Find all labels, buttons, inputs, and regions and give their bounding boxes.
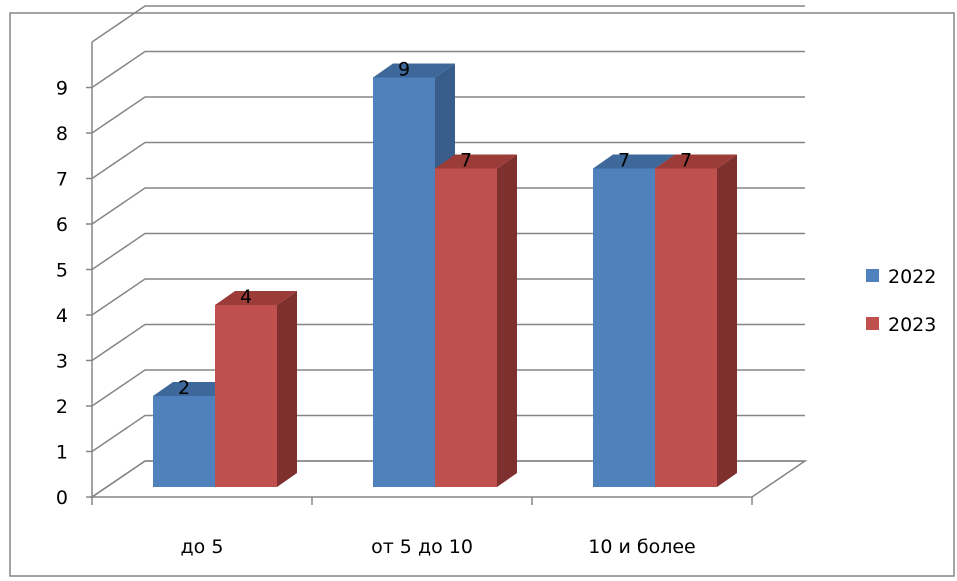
y-tick-label: 0 xyxy=(56,487,68,509)
axes: 0 1 2 3 4 5 6 7 8 9 xyxy=(56,42,753,509)
y-tick-label: 4 xyxy=(56,305,68,327)
gridline xyxy=(91,5,805,43)
bar-side xyxy=(497,154,517,487)
data-label: 7 xyxy=(680,150,692,172)
y-tick-label: 2 xyxy=(56,396,68,418)
gridlines xyxy=(91,5,805,498)
x-tick-label: 10 и более xyxy=(588,536,695,558)
x-tick-label: от 5 до 10 xyxy=(371,536,473,558)
bar-front xyxy=(373,77,435,487)
bar-top xyxy=(373,63,455,78)
labels: 2 4 до 5 9 7 от 5 до 10 7 7 10 и более xyxy=(178,59,696,559)
y-tick-label: 1 xyxy=(56,442,68,464)
legend-swatch xyxy=(866,317,879,330)
y-tick-label: 5 xyxy=(56,260,68,282)
gridline xyxy=(91,232,805,271)
gridline xyxy=(91,369,805,407)
bar-front xyxy=(153,396,215,487)
legend-label: 2022 xyxy=(888,266,936,288)
gridline xyxy=(91,96,805,134)
gridline xyxy=(91,323,805,362)
legend-swatch xyxy=(866,269,879,282)
bar-top xyxy=(435,154,517,169)
x-tick-label: до 5 xyxy=(181,536,224,558)
bar-front xyxy=(215,305,277,487)
bar-front xyxy=(593,168,655,487)
bar-top xyxy=(215,291,297,305)
gridline xyxy=(91,414,805,453)
gridline xyxy=(91,278,805,316)
bar-side xyxy=(717,154,737,487)
bar-front xyxy=(655,168,717,487)
data-label: 4 xyxy=(240,286,252,308)
bars xyxy=(153,63,737,487)
y-tick-label: 9 xyxy=(56,78,68,100)
y-tick-label: 3 xyxy=(56,351,68,373)
legend-label: 2023 xyxy=(888,314,936,336)
y-tick-label: 7 xyxy=(56,169,68,191)
y-tick-label: 8 xyxy=(56,123,68,145)
y-tick-label: 6 xyxy=(56,214,68,236)
data-label: 7 xyxy=(460,150,472,172)
gridline xyxy=(91,187,805,225)
legend: 2022 2023 xyxy=(866,266,936,336)
bar-side xyxy=(277,291,297,487)
gridline xyxy=(91,50,805,89)
bar-top xyxy=(153,382,235,396)
data-label: 7 xyxy=(618,150,630,172)
data-label: 9 xyxy=(398,59,410,81)
gridline xyxy=(91,141,805,180)
bar-front xyxy=(435,168,497,487)
bar-top xyxy=(655,154,737,169)
data-label: 2 xyxy=(178,377,190,399)
bar-top xyxy=(593,154,675,169)
gridline xyxy=(91,460,805,498)
